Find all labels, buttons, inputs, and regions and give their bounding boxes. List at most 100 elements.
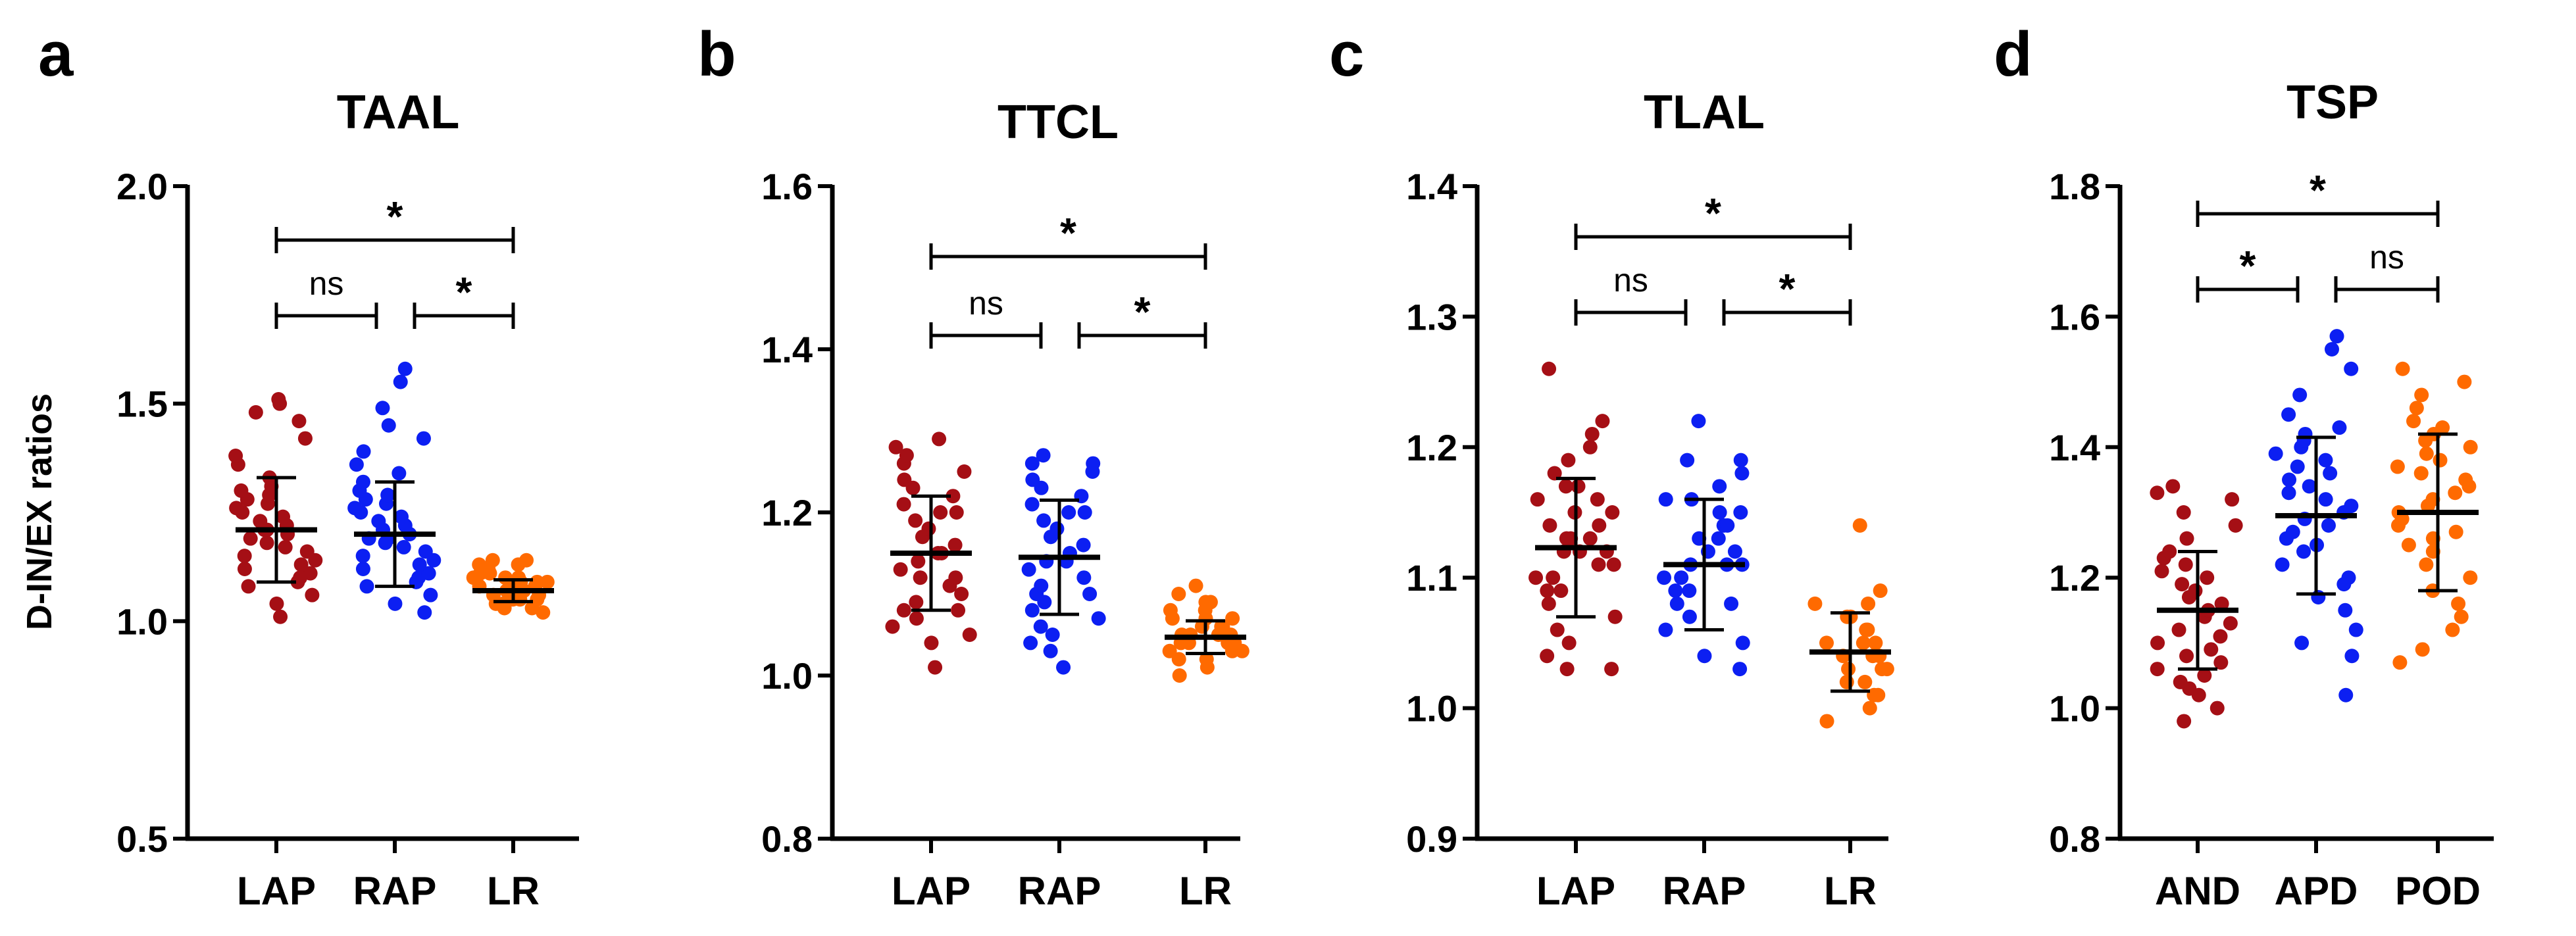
data-point [536, 605, 551, 620]
data-point [1553, 583, 1569, 599]
panel-d: d TSP 0.8 1.0 1.2 1.4 1.6 1.8 AND APD POD * ns * [1994, 19, 2494, 913]
data-point [259, 535, 274, 551]
data-point [957, 464, 972, 479]
data-point [928, 660, 943, 675]
y-tick-label: 1.0 [116, 601, 168, 642]
data-point [349, 457, 364, 472]
data-point [1657, 570, 1672, 585]
data-point [924, 635, 939, 651]
data-point [908, 513, 923, 528]
data-point [2419, 446, 2434, 461]
significance-label: * [1779, 265, 1796, 312]
data-point [371, 514, 386, 529]
data-point [2409, 401, 2424, 416]
data-point [2225, 492, 2240, 507]
data-point [394, 509, 409, 524]
y-tick-label: 1.2 [761, 492, 813, 533]
panel-letter: a [38, 19, 74, 89]
series-lr [1162, 578, 1250, 683]
data-point [2445, 622, 2460, 637]
panel-letter: b [697, 19, 736, 89]
data-point [1861, 596, 1876, 611]
data-point [2338, 687, 2354, 702]
data-point [297, 431, 313, 446]
chart-title: TTCL [998, 96, 1119, 149]
data-point [1590, 492, 1605, 507]
data-point [1559, 662, 1575, 677]
x-tick-label: AND [2155, 869, 2240, 913]
significance-label: ns [1613, 262, 1648, 299]
y-tick-label: 1.2 [1406, 427, 1457, 468]
data-point [2458, 472, 2473, 487]
data-point [253, 514, 268, 529]
data-point [1734, 466, 1750, 481]
significance-bracket: * [1574, 189, 1852, 250]
significance-label: * [1060, 209, 1076, 257]
data-point [2213, 629, 2228, 644]
data-point [1682, 583, 1697, 599]
significance-bracket: ns [274, 265, 378, 329]
data-point [1540, 583, 1555, 599]
data-point [1669, 596, 1684, 611]
data-point [2177, 714, 2192, 729]
data-point [1591, 557, 1606, 572]
y-tick-label: 0.9 [1406, 818, 1457, 860]
data-point [2176, 505, 2191, 520]
data-point [2451, 596, 2466, 611]
data-point [234, 483, 249, 498]
data-point [1561, 635, 1577, 651]
data-point [1203, 595, 1218, 610]
data-point [911, 554, 926, 569]
data-point [1076, 570, 1092, 585]
data-point [2318, 492, 2333, 507]
significance-bracket: * [274, 193, 515, 253]
y-tick-label: 2.0 [116, 166, 168, 207]
data-point [1162, 643, 1177, 658]
data-point [1045, 628, 1060, 642]
data-point [2296, 544, 2311, 559]
data-point [293, 557, 309, 572]
data-point [2338, 603, 2353, 618]
data-point [1061, 505, 1076, 520]
data-point [1188, 578, 1203, 593]
data-point [1171, 652, 1186, 667]
panel-letter: c [1329, 19, 1364, 89]
data-point [2415, 642, 2430, 657]
data-point [2454, 609, 2469, 624]
data-point [2414, 387, 2429, 403]
significance-label: * [387, 193, 403, 240]
data-point [2290, 459, 2305, 474]
data-point [1076, 537, 1091, 553]
data-point [1727, 544, 1742, 559]
panel-c: c TLAL 0.9 1.0 1.1 1.2 1.3 1.4 LAP RAP LR ns * * [1329, 19, 1894, 913]
data-point [1819, 635, 1834, 651]
data-point [1036, 513, 1051, 528]
data-point [1171, 587, 1186, 601]
y-tick-label: 1.0 [1406, 688, 1457, 729]
data-point [1582, 439, 1598, 455]
data-point [1712, 505, 1727, 520]
y-tick-label: 1.0 [761, 655, 813, 697]
data-point [375, 401, 390, 416]
data-point [2435, 420, 2450, 435]
data-point [2298, 426, 2313, 441]
data-point [954, 587, 969, 601]
data-point [1592, 518, 1607, 533]
data-point [1712, 479, 1727, 494]
series-lr [1807, 518, 1894, 729]
data-point [1873, 583, 1888, 599]
data-point [2175, 577, 2190, 592]
data-point [1584, 426, 1600, 441]
x-tick-label: LR [1179, 869, 1232, 913]
data-point [2173, 674, 2188, 689]
data-point [2223, 616, 2238, 631]
data-point [1720, 518, 1735, 533]
y-tick-label: 0.8 [761, 818, 813, 860]
data-point [1541, 596, 1556, 611]
data-point [1807, 596, 1823, 611]
significance-bracket: ns [2334, 239, 2440, 303]
x-tick-label: LAP [1536, 869, 1615, 913]
data-point [2348, 622, 2363, 637]
data-point [2344, 361, 2359, 376]
data-point [2204, 642, 2219, 657]
